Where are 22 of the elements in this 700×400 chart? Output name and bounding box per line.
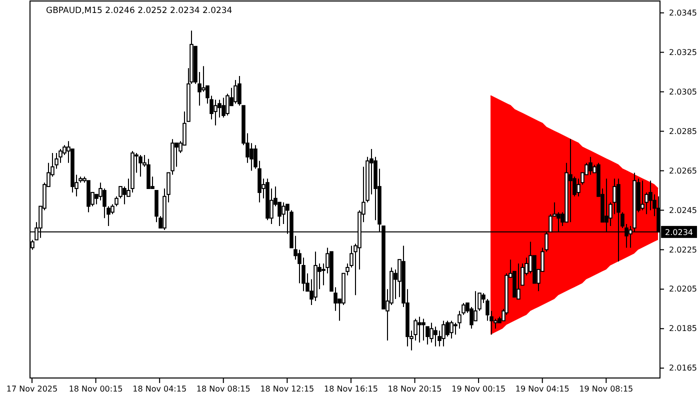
x-tick-label: 18 Nov 16:15 bbox=[324, 384, 378, 394]
x-tick-label: 18 Nov 04:15 bbox=[132, 384, 187, 394]
y-tick-label: 2.0245 bbox=[669, 206, 697, 215]
y-tick-label: 2.0225 bbox=[669, 245, 697, 254]
x-tick-label: 18 Nov 08:15 bbox=[196, 384, 250, 394]
x-tick-label: 19 Nov 04:15 bbox=[515, 384, 570, 394]
text: GBPAUD,M15 2.0246 2.0252 2.0234 2.0234 bbox=[46, 6, 232, 16]
y-tick-label: 2.0165 bbox=[669, 364, 697, 373]
y-tick-label: 2.0325 bbox=[669, 48, 697, 57]
x-tick-label: 18 Nov 20:15 bbox=[388, 384, 442, 394]
ref-line-label: 2.0234 bbox=[665, 228, 693, 237]
x-tick-label: 18 Nov 12:15 bbox=[260, 384, 314, 394]
x-tick-label: 19 Nov 08:15 bbox=[579, 384, 634, 394]
x-tick-label: 17 Nov 2025 bbox=[6, 384, 58, 394]
x-tick-label: 19 Nov 00:15 bbox=[452, 384, 506, 394]
y-tick-label: 2.0285 bbox=[669, 126, 697, 136]
y-tick-label: 2.0265 bbox=[669, 166, 697, 176]
y-tick-label: 2.0205 bbox=[669, 284, 697, 294]
x-tick-label: 18 Nov 00:15 bbox=[68, 384, 123, 394]
y-tick-label: 2.0305 bbox=[669, 87, 697, 96]
y-tick-label: 2.0185 bbox=[669, 324, 697, 334]
y-tick-label: 2.0345 bbox=[669, 8, 697, 18]
